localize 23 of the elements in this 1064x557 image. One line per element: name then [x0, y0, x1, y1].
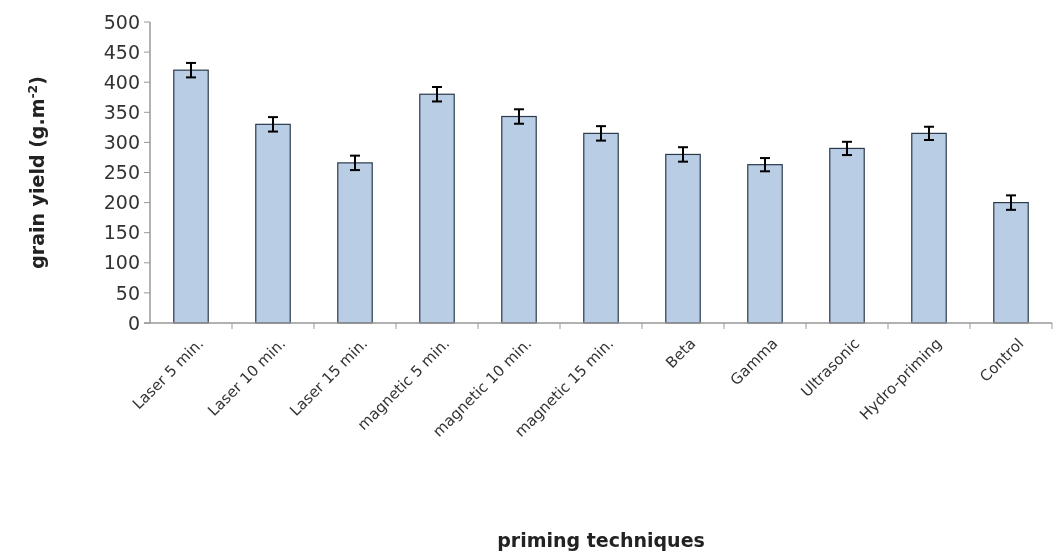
- bar: [747, 164, 783, 324]
- y-tick-label: 150: [103, 221, 140, 244]
- bar: [419, 93, 455, 324]
- y-tick-label: 100: [103, 251, 140, 274]
- bar: [665, 153, 701, 324]
- bar: [829, 147, 865, 324]
- y-tick-label: 200: [103, 191, 140, 214]
- bar: [501, 115, 537, 324]
- y-tick-label: 350: [103, 100, 140, 123]
- y-tick-label: 450: [103, 40, 140, 63]
- bar: [255, 123, 291, 324]
- y-tick-label: 0: [127, 311, 140, 334]
- y-tick-label: 50: [115, 281, 140, 304]
- y-tick-label: 400: [103, 70, 140, 93]
- y-tick-label: 500: [103, 10, 140, 33]
- bar: [583, 132, 619, 324]
- x-axis-title: priming techniques: [497, 529, 705, 551]
- y-tick-label: 250: [103, 161, 140, 184]
- bar: [993, 202, 1029, 324]
- bar: [337, 162, 373, 324]
- bar: [911, 132, 947, 324]
- bar: [173, 69, 209, 324]
- y-tick-label: 300: [103, 131, 140, 154]
